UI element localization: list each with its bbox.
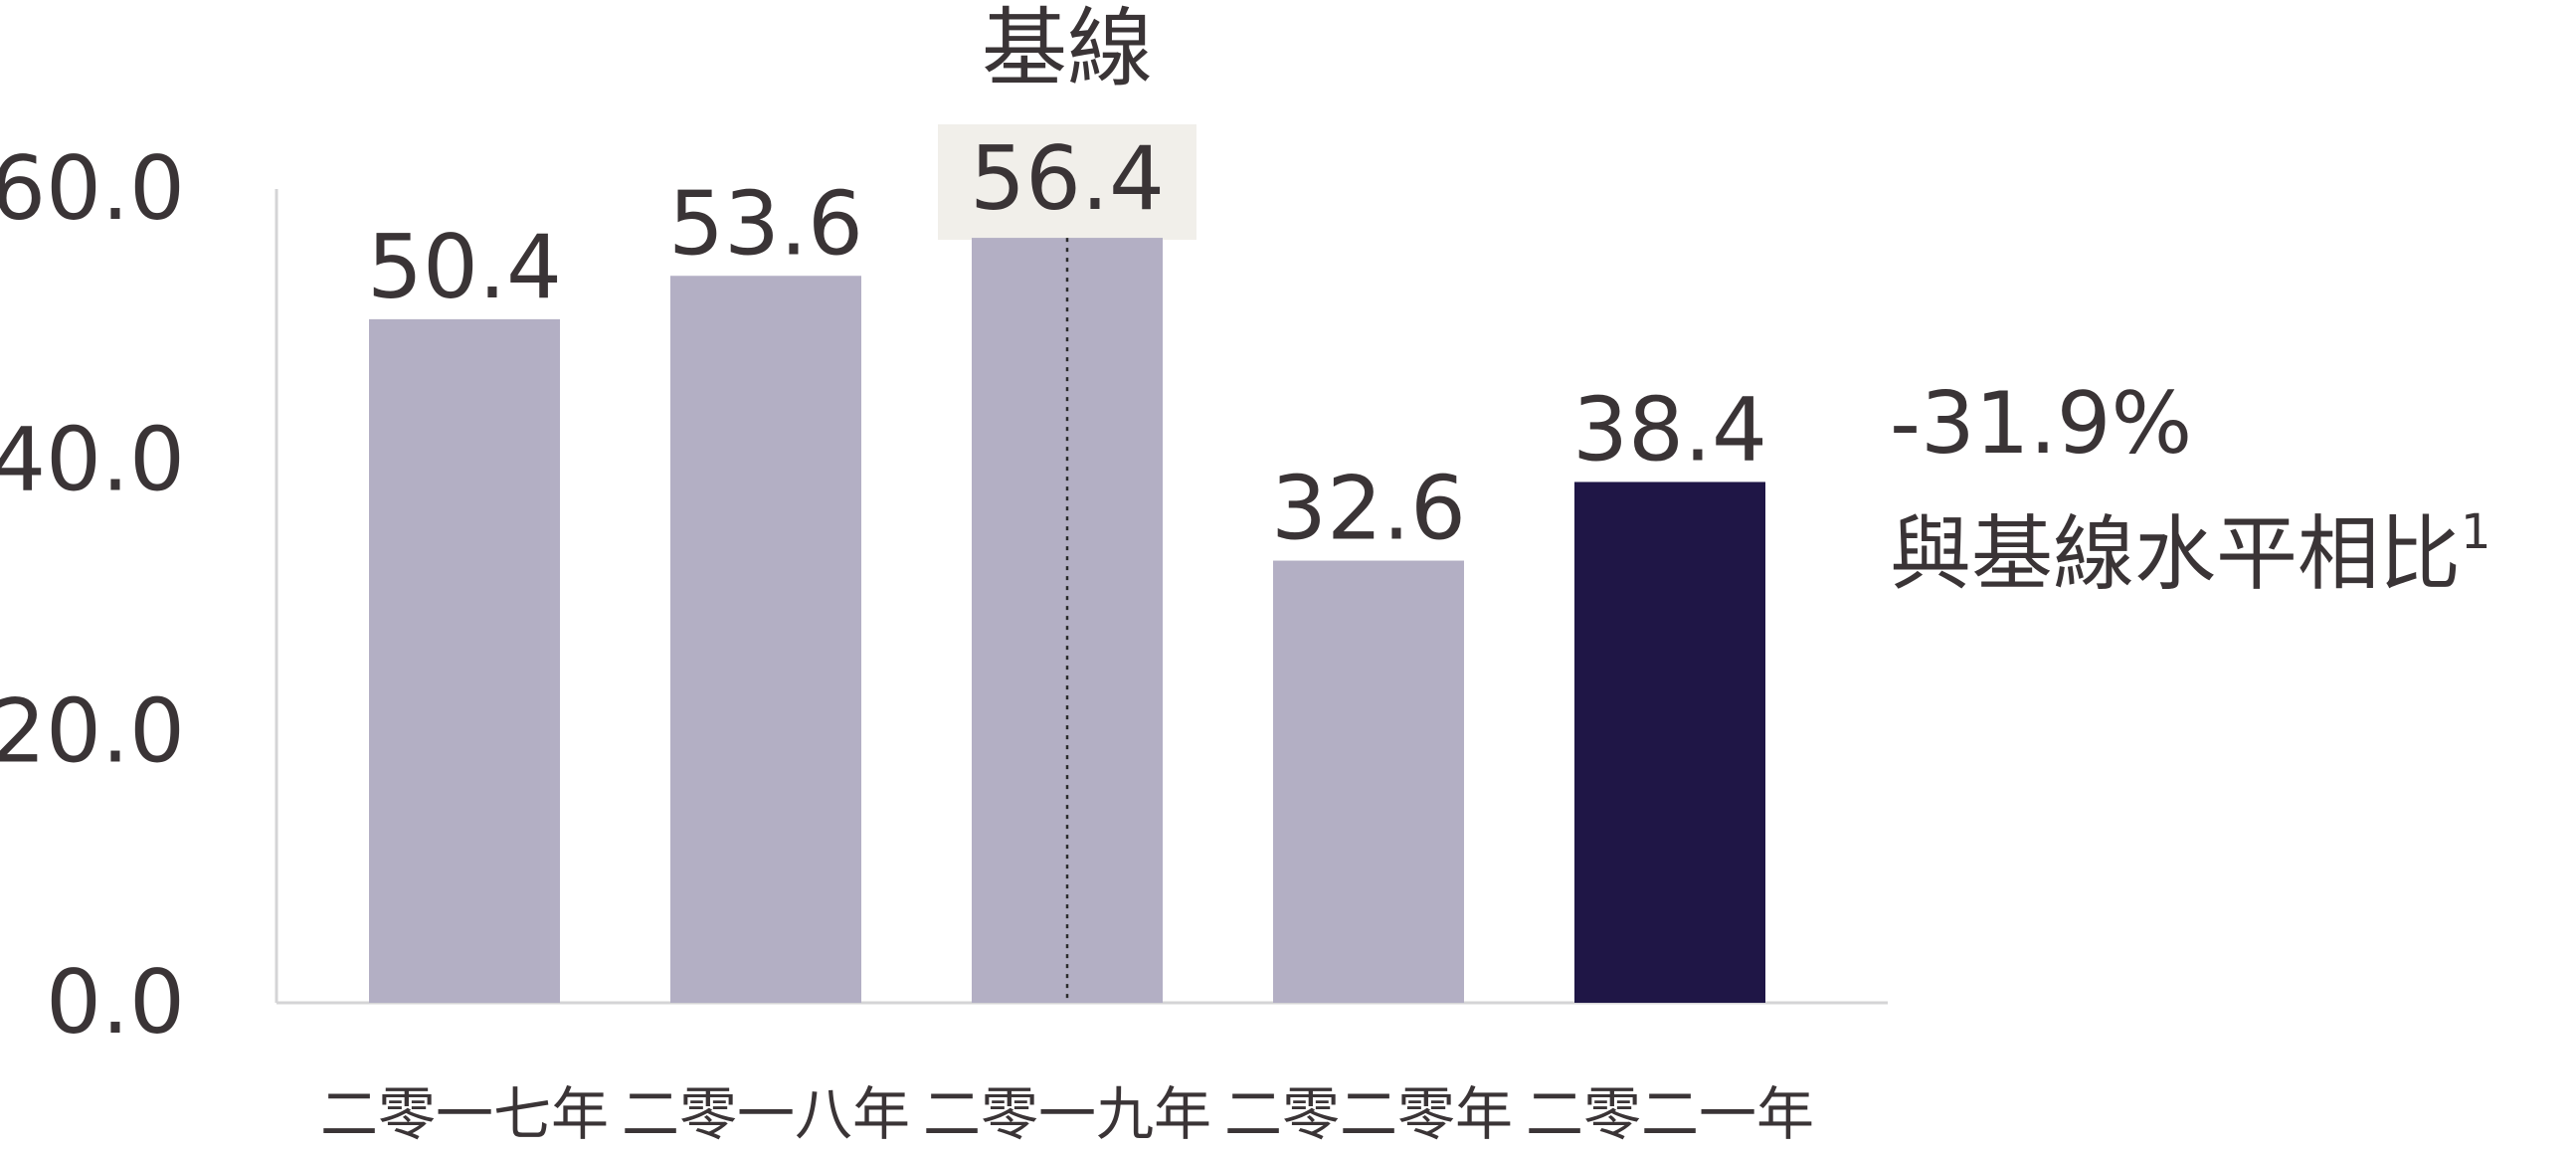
y-tick-label: 40.0 [0,409,185,511]
bar-value-label: 32.6 [1271,458,1466,560]
annotation-label: 與基線水平相比 [1890,507,2461,602]
baseline-title: 基線 [982,0,1153,98]
bars [369,238,1765,1004]
y-tick-label: 20.0 [0,679,185,782]
x-tick-label: 二零二一年 [1526,1080,1814,1148]
baseline-highlight: 基線 [938,0,1196,241]
bar [1273,560,1464,1003]
x-tick-label: 二零二零年 [1224,1080,1513,1148]
x-tick-label: 二零一九年 [923,1080,1211,1148]
annotation-footnote: 1 [2461,504,2491,560]
x-tick-label: 二零一八年 [622,1080,910,1148]
y-tick-label: 60.0 [0,137,185,240]
y-tick-label: 0.0 [46,951,185,1054]
annotation-percent: -31.9% [1890,374,2192,474]
bar-value-label: 56.4 [970,127,1165,230]
y-axis: 0.0 20.0 40.0 60.0 [0,137,1888,1054]
bar [670,276,861,1004]
bar-value-label: 38.4 [1572,378,1767,480]
bar-value-label: 53.6 [668,172,863,275]
bar-value-label: 50.4 [367,216,562,318]
annotation: -31.9% 與基線水平相比1 [1890,374,2491,602]
baseline-label-box [938,124,1196,241]
x-axis-labels: 二零一七年 二零一八年 二零一九年 二零二零年 二零二一年 [320,1080,1814,1148]
annotation-text: 與基線水平相比1 [1890,504,2491,602]
bar [369,318,560,1003]
bar [1574,481,1765,1004]
value-labels: 50.4 53.6 56.4 32.6 38.4 [367,127,1767,560]
x-tick-label: 二零一七年 [320,1080,609,1148]
